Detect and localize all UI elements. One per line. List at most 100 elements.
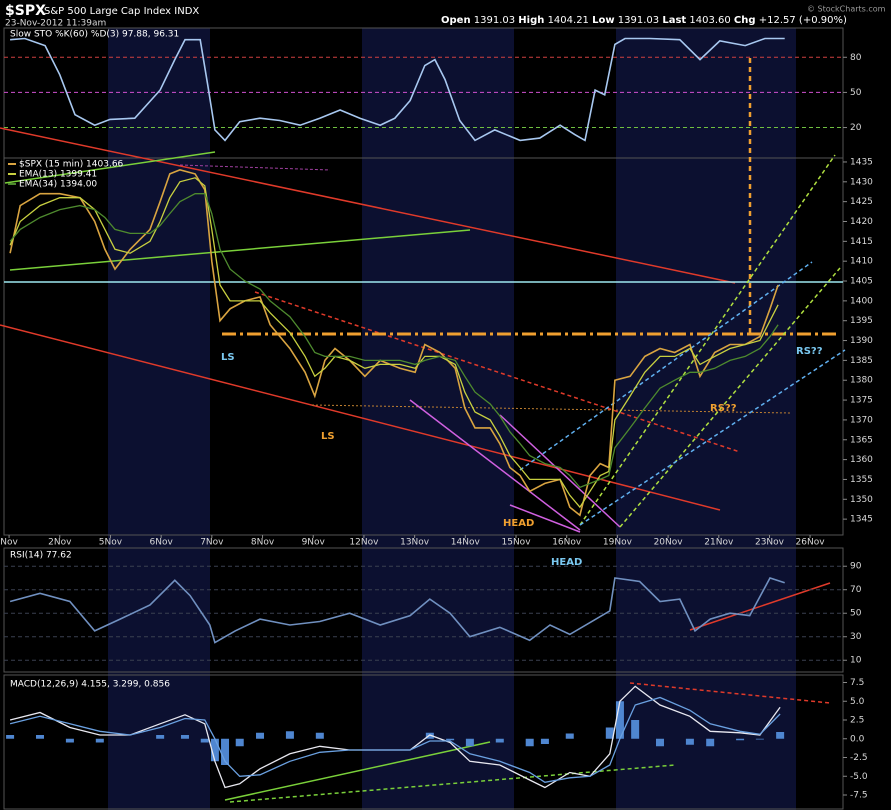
histogram-bar	[315, 732, 324, 739]
x-tick-label: 5Nov	[99, 538, 123, 548]
x-tick-label: 23Nov	[755, 538, 785, 548]
y-tick-label: 1355	[850, 475, 873, 485]
watermark: © StockCharts.com	[807, 5, 886, 14]
histogram-bar	[525, 738, 534, 747]
histogram-bar	[6, 735, 15, 739]
symbol: $SPX	[5, 3, 46, 19]
quote-value: 1391.03	[474, 15, 515, 26]
trendline	[229, 764, 676, 803]
trendline	[179, 164, 331, 171]
y-tick-label: 7.5	[850, 678, 864, 688]
histogram-bar	[495, 738, 504, 743]
y-tick-label: 1425	[850, 197, 873, 207]
y-tick-label: 1395	[850, 316, 873, 326]
index-name: S&P 500 Large Cap Index INDX	[44, 6, 199, 17]
y-tick-label: 1380	[850, 376, 873, 386]
annotation: HEAD	[551, 557, 582, 568]
histogram-bar	[615, 701, 624, 739]
y-tick-label: -2.5	[850, 753, 868, 763]
panel-legend: Slow STO %K(60) %D(3) 97.88, 96.31	[10, 30, 179, 40]
histogram-bar	[221, 738, 230, 765]
quote-label: Last	[662, 15, 686, 26]
channel-line	[619, 267, 841, 528]
histogram-bar	[465, 738, 474, 747]
histogram-bar	[655, 738, 664, 747]
y-tick-label: 1345	[850, 515, 873, 525]
series-line	[9, 685, 781, 789]
quote: Open 1391.03 High 1404.21 Low 1391.03 La…	[441, 15, 847, 26]
y-tick-label: 50	[850, 88, 862, 98]
quote-label: Chg	[734, 15, 756, 26]
y-tick-label: 1385	[850, 356, 873, 366]
panel-legend: RSI(14) 77.62	[10, 551, 72, 561]
y-tick-label: 20	[850, 123, 862, 133]
histogram-bar	[631, 720, 640, 739]
series-line	[10, 37, 785, 142]
y-tick-label: 1370	[850, 415, 873, 425]
wedge-line	[509, 504, 581, 533]
y-tick-label: 5.0	[850, 697, 865, 707]
trendline	[224, 741, 491, 801]
shade	[108, 28, 210, 810]
channel-line	[519, 261, 813, 471]
y-tick-label: 1420	[850, 217, 873, 227]
wedge-line	[499, 414, 621, 528]
x-tick-label: 19Nov	[603, 538, 633, 548]
histogram-bar	[156, 735, 165, 739]
y-tick-label: -7.5	[850, 791, 868, 801]
annotation: RS??	[796, 346, 823, 357]
annotation: RS??	[710, 403, 737, 414]
histogram-bar	[776, 732, 785, 739]
series-line	[9, 696, 781, 783]
histogram-bar	[200, 738, 209, 743]
trendline	[689, 582, 831, 631]
histogram-bar	[65, 738, 74, 743]
histogram-bar	[706, 738, 715, 747]
y-tick-label: 2.5	[850, 716, 864, 726]
datetime: 23-Nov-2012 11:39am	[5, 19, 106, 29]
wedge-line	[409, 399, 581, 531]
panel-legend: MACD(12,26,9) 4.155, 3.299, 0.856	[10, 680, 170, 690]
series-line	[9, 169, 779, 517]
trendline	[4, 151, 216, 184]
histogram-bar	[95, 738, 104, 743]
y-tick-label: 1405	[850, 277, 873, 287]
histogram-bar	[256, 732, 265, 739]
histogram-bar	[210, 738, 219, 762]
y-tick-label: 1430	[850, 177, 873, 187]
x-tick-label: 6Nov	[150, 538, 174, 548]
x-tick-label: 20Nov	[654, 538, 684, 548]
y-tick-label: 50	[850, 609, 862, 619]
histogram-bar	[605, 727, 614, 739]
histogram-bar	[540, 738, 549, 744]
trendlines	[0, 58, 846, 803]
channel-line	[579, 154, 836, 526]
y-tick-label: 1410	[850, 257, 873, 267]
quote-value: +12.57 (+0.90%)	[759, 15, 847, 26]
panel-border	[3, 157, 844, 536]
annotation: LS	[321, 431, 335, 442]
y-tick-label: 1435	[850, 157, 873, 167]
trendline	[0, 127, 736, 284]
legend-entry: EMA(34) 1394.00	[19, 180, 97, 190]
y-tick-label: 1365	[850, 435, 873, 445]
quote-label: Open	[441, 15, 471, 26]
quote-value: 1403.60	[689, 15, 730, 26]
histogram-bar	[285, 731, 294, 739]
trendline	[629, 682, 831, 704]
x-tick-label: 9Nov	[302, 538, 326, 548]
y-tick-label: 90	[850, 562, 862, 572]
y-tick-label: 1360	[850, 455, 873, 465]
histogram-bar	[755, 738, 764, 740]
quote-label: High	[518, 15, 544, 26]
legend-entry: EMA(13) 1399.41	[19, 170, 97, 180]
y-tick-label: 1350	[850, 495, 873, 505]
y-tick-label: 0.0	[850, 734, 865, 744]
x-tick-label: 12Nov	[349, 538, 379, 548]
histogram-bar	[685, 738, 694, 745]
x-tick-label: 13Nov	[400, 538, 430, 548]
histogram-bar	[180, 735, 189, 739]
quote-value: 1404.21	[548, 15, 589, 26]
y-tick-label: 80	[850, 53, 862, 63]
